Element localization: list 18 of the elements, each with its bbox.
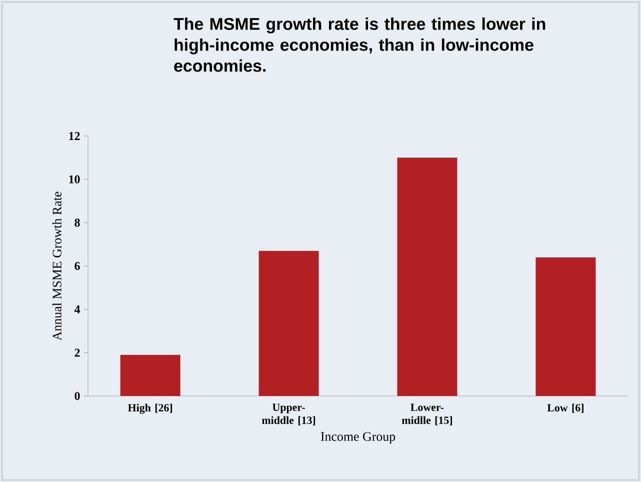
x-tick-label: Lower-midlle [15] [402,404,452,426]
y-tick-label: 10 [69,175,80,184]
x-tick-label: High [26] [128,404,172,414]
y-tick-label: 0 [74,392,80,400]
x-axis-title: Income Group [320,432,396,444]
x-tick-label: Upper-middle [13] [262,404,316,426]
y-axis-title: Annual MSME Growth Rate [52,192,62,341]
y-tick-label: 2 [74,348,80,357]
bar [120,354,180,396]
bar [536,257,596,396]
bar [258,250,319,396]
y-tick-label: 4 [74,305,80,314]
y-tick-label: 8 [74,218,80,227]
chart-title: The MSME growth rate is three times lower in high-income economies, than in low-income economies. [174,18,546,72]
y-tick-label: 6 [74,262,80,270]
y-tick-label: 12 [69,132,80,140]
x-tick-label: Low [6] [547,404,584,413]
bar [397,158,458,396]
